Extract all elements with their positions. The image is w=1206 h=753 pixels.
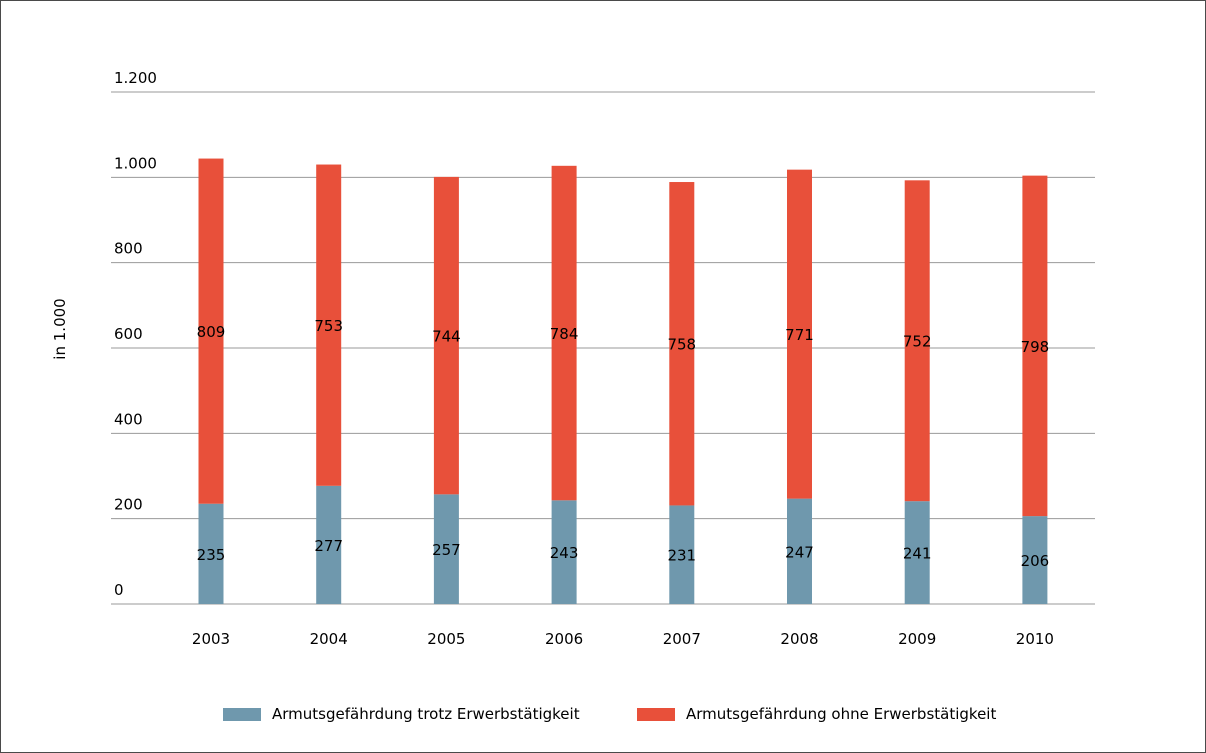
legend-swatch-series-1	[223, 708, 261, 721]
bar-segment-series-2	[433, 176, 459, 495]
x-tick-label: 2004	[310, 630, 348, 648]
bar-segment-series-1	[669, 505, 695, 604]
x-tick-label: 2007	[663, 630, 701, 648]
legend-item-series-1: Armutsgefährdung trotz Erwerbstätigkeit	[223, 705, 580, 723]
legend-swatch-series-2	[637, 708, 675, 721]
x-tick-label: 2009	[898, 630, 936, 648]
x-tick-label: 2003	[192, 630, 230, 648]
bar-segment-series-1	[316, 485, 342, 604]
data-label: 798	[1021, 338, 1050, 356]
legend-item-series-2: Armutsgefährdung ohne Erwerbstätigkeit	[637, 705, 996, 723]
data-label: 752	[903, 333, 932, 351]
bar-segment-series-1	[787, 498, 812, 604]
data-label: 771	[785, 326, 814, 344]
bar-segment-series-2	[1022, 175, 1048, 517]
x-tick-label: 2010	[1016, 630, 1054, 648]
y-tick-label: 1.200	[114, 69, 157, 87]
data-label: 235	[197, 546, 226, 564]
bars	[198, 158, 1048, 604]
bar-segment-series-2	[316, 164, 342, 486]
data-label: 784	[550, 325, 579, 343]
data-label: 257	[432, 541, 461, 559]
data-label: 744	[432, 328, 461, 346]
legend-label-series-2: Armutsgefährdung ohne Erwerbstätigkeit	[686, 705, 996, 723]
y-tick-label: 200	[114, 496, 143, 514]
bar-segment-series-1	[198, 503, 224, 604]
bar-segment-series-1	[1022, 516, 1048, 604]
bar-segment-series-1	[551, 500, 577, 604]
axes: in 1.000 0 200 400 600 800 1.000 1.200 2003 2004…	[51, 69, 1054, 648]
data-label: 243	[550, 544, 579, 562]
gridlines	[111, 91, 1095, 605]
y-tick-label: 0	[114, 581, 124, 599]
data-label: 241	[903, 545, 932, 563]
legend: Armutsgefährdung trotz Erwerbstätigkeit …	[223, 705, 996, 723]
data-label: 753	[314, 317, 343, 335]
bar-segment-series-2	[904, 180, 930, 502]
data-label: 231	[667, 547, 696, 565]
bar-segment-series-2	[198, 158, 224, 504]
bar-segment-series-2	[551, 165, 577, 501]
x-tick-label: 2005	[427, 630, 465, 648]
bar-segment-series-1	[904, 501, 930, 604]
y-tick-label: 600	[114, 325, 143, 343]
y-tick-label: 800	[114, 240, 143, 258]
bar-segment-series-2	[669, 182, 695, 506]
data-label: 277	[314, 537, 343, 555]
data-label: 758	[667, 336, 696, 354]
data-label: 206	[1021, 552, 1050, 570]
y-tick-label: 400	[114, 410, 143, 428]
x-tick-label: 2006	[545, 630, 583, 648]
legend-label-series-1: Armutsgefährdung trotz Erwerbstätigkeit	[272, 705, 580, 723]
data-labels: 235 809 277 753 257 744 243 784 231 758 247 771 241 7…	[197, 317, 1050, 570]
bar-segment-series-1	[433, 494, 459, 604]
data-label: 809	[197, 323, 226, 341]
y-axis-title: in 1.000	[51, 298, 69, 359]
y-tick-label: 1.000	[114, 154, 157, 172]
x-tick-label: 2008	[780, 630, 818, 648]
bar-segment-series-2	[787, 169, 812, 499]
data-label: 247	[785, 543, 814, 561]
